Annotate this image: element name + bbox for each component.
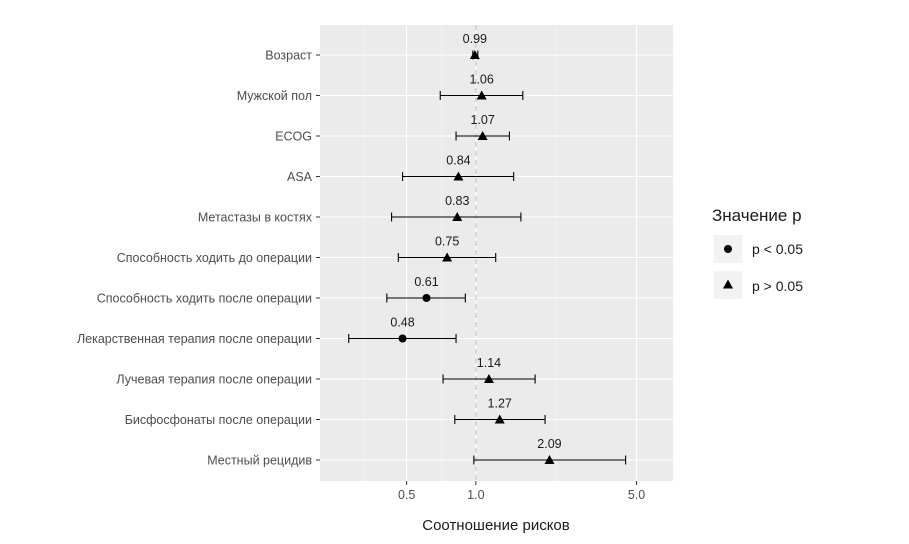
legend-label-significant: p < 0.05 [752, 241, 803, 257]
x-axis-ticks: 0.5 1.0 5.0 [398, 481, 645, 502]
y-tick-label: Мужской пол [237, 89, 312, 103]
legend-label-not-significant: p > 0.05 [752, 278, 803, 294]
y-tick-label: Способность ходить до операции [117, 251, 312, 265]
value-label: 1.27 [488, 397, 512, 411]
value-label: 0.75 [435, 235, 459, 249]
chart-marks: 0.99 1.06 1.07 0.84 0.83 0.75 0.61 0.48 1.14 1.27… [348, 32, 627, 465]
y-tick-label: Лекарственная терапия после операции [77, 332, 312, 346]
y-tick-label: Бисфосфонаты после операции [125, 413, 312, 427]
point-triangle [494, 414, 505, 424]
legend-title: Значение p [712, 206, 802, 225]
y-tick-label: Способность ходить после операции [97, 292, 312, 306]
y-tick-label: Возраст [265, 49, 312, 63]
point-triangle [476, 90, 487, 100]
y-tick-label: ECOG [275, 130, 312, 144]
point-triangle [453, 171, 464, 181]
value-label: 1.06 [470, 73, 494, 87]
point-triangle [452, 212, 463, 221]
point-triangle [469, 50, 480, 59]
y-axis-ticks: Возраст Мужской пол ECOG ASA Метастазы в кос… [77, 49, 320, 468]
x-axis-title: Соотношение рисков [422, 517, 570, 534]
x-tick-label: 5.0 [628, 488, 645, 502]
value-label: 0.61 [414, 275, 438, 289]
point-triangle [442, 252, 453, 262]
point-triangle [544, 455, 555, 464]
legend-triangle-icon [723, 279, 733, 289]
x-tick-label: 0.5 [398, 488, 415, 502]
legend: Значение p p < 0.05 p > 0.05 [712, 206, 803, 299]
value-label: 0.83 [445, 194, 469, 208]
value-label: 0.48 [390, 316, 414, 330]
value-label: 0.84 [446, 154, 470, 168]
point-circle [398, 334, 407, 343]
point-triangle [477, 131, 488, 140]
value-label: 1.14 [477, 356, 501, 370]
value-label: 2.09 [537, 437, 561, 451]
value-label: 0.99 [463, 32, 487, 46]
point-circle [422, 294, 431, 302]
grid-lines [320, 25, 673, 481]
y-tick-label: Метастазы в костях [198, 211, 313, 225]
legend-circle-icon [724, 245, 732, 253]
y-tick-label: Местный рецидив [207, 454, 312, 468]
value-label: 1.07 [470, 113, 494, 127]
plot-panel [320, 25, 673, 481]
y-tick-label: Лучевая терапия после операции [116, 373, 312, 387]
point-triangle [483, 374, 494, 383]
y-tick-label: ASA [287, 170, 313, 184]
x-tick-label: 1.0 [467, 488, 484, 502]
